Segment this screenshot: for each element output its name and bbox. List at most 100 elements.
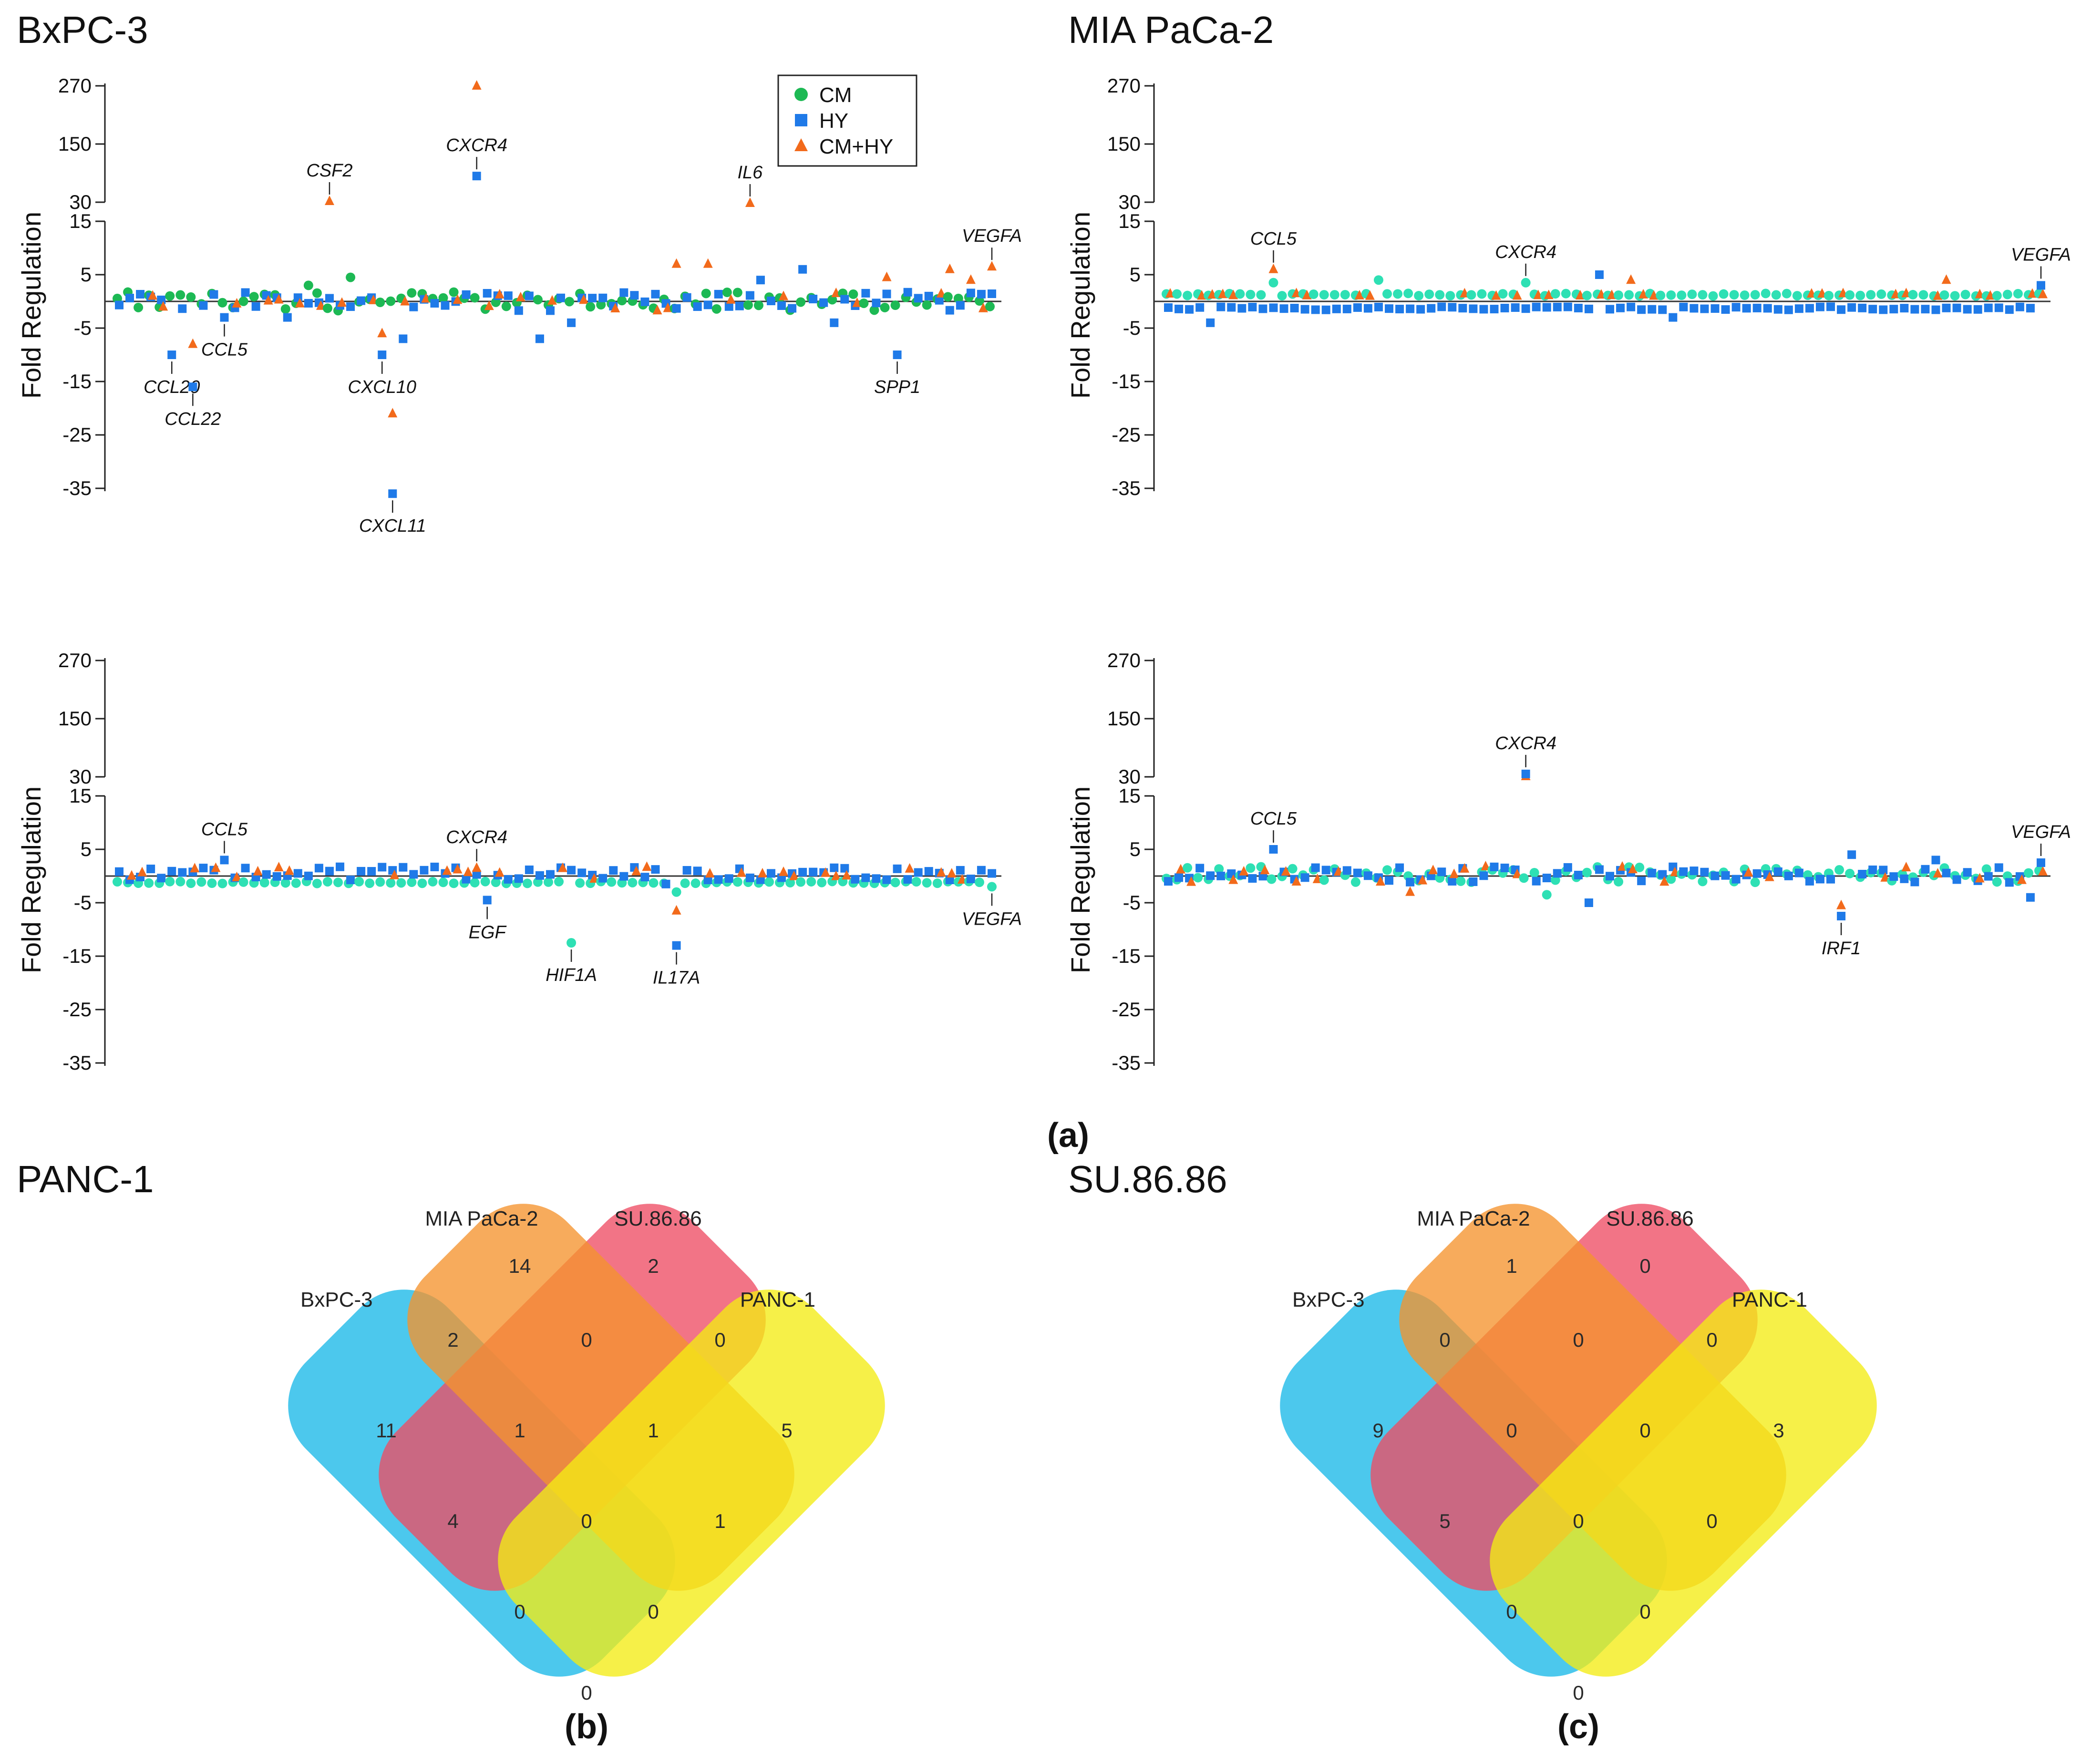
point-cm: [554, 877, 564, 887]
point-cm: [1698, 290, 1708, 300]
y-tick-label: 30: [1118, 191, 1141, 213]
point-hy: [861, 873, 870, 882]
point-cm: [617, 296, 627, 306]
point-hy: [272, 872, 281, 881]
point-cm: [175, 290, 185, 300]
point-cm: [607, 877, 617, 887]
point-hy: [1731, 303, 1741, 312]
point-hy: [346, 876, 355, 885]
point-hy: [682, 866, 691, 875]
point-hy: [304, 871, 313, 880]
point-hy: [430, 299, 439, 308]
point-ccl5: [1269, 845, 1278, 854]
point-cmhy: [1901, 862, 1911, 872]
point-hy: [1353, 868, 1362, 877]
venn-count-panc-1: 5: [781, 1419, 792, 1442]
point-hy: [1627, 302, 1636, 311]
point-hy: [157, 295, 166, 304]
gene-label-cxcl11: CXCL11: [359, 516, 426, 536]
venn-set-label-su-86-86: SU.86.86: [1606, 1207, 1693, 1230]
point-hy: [1805, 877, 1814, 886]
point-cm: [890, 300, 900, 310]
point-cmhy: [1239, 866, 1249, 876]
gene-label-ccl5: CCL5: [1250, 229, 1297, 249]
point-hy: [1648, 868, 1657, 877]
point-cm: [1834, 865, 1844, 875]
point-cm: [354, 877, 364, 887]
point-cm: [565, 297, 575, 307]
point-cm: [491, 877, 501, 887]
point-cm: [1308, 289, 1319, 299]
point-hy: [693, 867, 702, 876]
point-hy: [125, 293, 134, 302]
point-cm: [522, 878, 532, 888]
point-hy: [546, 306, 555, 315]
y-tick-label: 270: [58, 74, 92, 97]
point-hy: [735, 301, 744, 310]
point-cm: [575, 878, 585, 888]
point-hy: [1658, 305, 1667, 314]
point-cm: [1866, 290, 1876, 300]
point-cmhy: [472, 80, 482, 90]
point-hy: [1889, 872, 1898, 881]
point-hy: [399, 863, 408, 872]
point-hy: [1921, 305, 1930, 314]
point-cmhy: [978, 302, 988, 312]
venn-set-panc-1: [498, 1289, 885, 1677]
point-cm: [1666, 290, 1676, 300]
point-hy: [1279, 304, 1288, 313]
gene-label-egf: EGF: [469, 922, 507, 942]
panel-title: SU.86.86: [1068, 1158, 1227, 1200]
point-hy: [1679, 867, 1688, 876]
point-cmhy: [253, 866, 263, 876]
point-hy: [1195, 303, 1205, 312]
point-cmhy: [1281, 866, 1291, 876]
point-cm: [1677, 290, 1687, 300]
point-hy: [1879, 866, 1888, 875]
y-axis-label: Fold Regulation: [1065, 786, 1095, 973]
point-hy: [1300, 305, 1309, 314]
point-cm: [480, 877, 490, 887]
point-cm: [1477, 289, 1487, 299]
point-cm: [1350, 877, 1360, 887]
gene-label-vegfa: VEGFA: [962, 909, 1022, 929]
point-hy: [1500, 863, 1509, 872]
y-tick-label: 150: [58, 133, 92, 155]
point-hy: [1690, 867, 1699, 876]
point-hy: [577, 868, 587, 877]
point-cm: [1246, 863, 1256, 873]
point-ccl5: [220, 856, 229, 865]
caption-b: (b): [565, 1708, 608, 1746]
point-hy: [840, 864, 849, 873]
point-hy: [1321, 305, 1330, 314]
point-hy: [2026, 893, 2035, 902]
point-hy: [1164, 877, 1173, 886]
point-hy: [1353, 303, 1362, 312]
point-cmhy: [1626, 274, 1636, 284]
gene-label-vegfa: VEGFA: [962, 226, 1022, 246]
legend-label-cm: CM: [819, 83, 852, 107]
point-hy: [1174, 873, 1184, 882]
point-hy: [1868, 865, 1877, 874]
point-hy: [1794, 868, 1803, 877]
point-hy: [1437, 302, 1446, 311]
point-cm: [2023, 868, 2033, 878]
point-hy: [262, 870, 271, 879]
point-cm: [1256, 290, 1266, 300]
point-cm: [1214, 864, 1224, 874]
point-hy: [357, 296, 366, 305]
point-cm: [1393, 289, 1403, 299]
point-hy: [977, 866, 986, 875]
point-cm: [217, 878, 227, 888]
point-cmhy: [484, 300, 494, 310]
point-cm: [113, 877, 122, 887]
point-cm: [1172, 289, 1182, 299]
point-cm: [1424, 289, 1434, 299]
point-cm: [1550, 875, 1560, 885]
point-hy: [1542, 303, 1551, 312]
point-cm: [1435, 290, 1445, 300]
point-cm: [407, 877, 417, 887]
point-hy: [1584, 304, 1593, 313]
point-cmhy: [1512, 290, 1522, 300]
